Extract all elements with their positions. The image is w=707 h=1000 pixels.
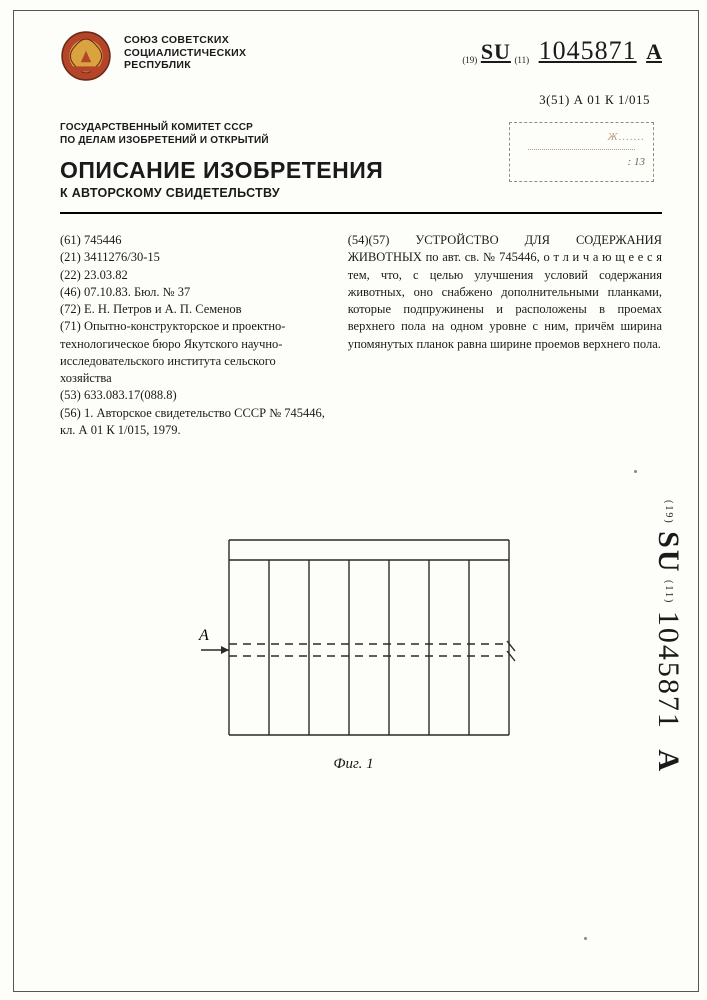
- code-prefix: (19): [462, 55, 477, 65]
- committee-text: ГОСУДАРСТВЕННЫЙ КОМИТЕТ СССР ПО ДЕЛАМ ИЗ…: [60, 122, 383, 147]
- v-su: SU: [652, 531, 685, 573]
- header-row: СОЮЗ СОВЕТСКИХ СОЦИАЛИСТИЧЕСКИХ РЕСПУБЛИ…: [60, 30, 662, 82]
- svg-text:А: А: [198, 627, 209, 644]
- stamp-box: Ж....... : 13: [509, 122, 654, 182]
- publication-number: (19) SU (11) 1045871 A: [462, 30, 662, 66]
- title-main: ОПИСАНИЕ ИЗОБРЕТЕНИЯ: [60, 157, 383, 184]
- union-line: СОЮЗ СОВЕТСКИХ: [124, 34, 246, 47]
- field-71: (71) Опытно-конструкторское и проектно-т…: [60, 318, 328, 387]
- figure-caption: Фиг. 1: [0, 756, 707, 773]
- page: СОЮЗ СОВЕТСКИХ СОЦИАЛИСТИЧЕСКИХ РЕСПУБЛИ…: [0, 0, 707, 1000]
- title-sub: К АВТОРСКОМУ СВИДЕТЕЛЬСТВУ: [60, 186, 383, 200]
- abstract-column: (54)(57) УСТРОЙСТВО ДЛЯ СОДЕРЖАНИЯ ЖИВОТ…: [348, 232, 662, 439]
- speck: [634, 470, 637, 473]
- union-line: РЕСПУБЛИК: [124, 59, 246, 72]
- speck: [584, 937, 587, 940]
- field-53: (53) 633.083.17(088.8): [60, 387, 328, 404]
- committee-line: ГОСУДАРСТВЕННЫЙ КОМИТЕТ СССР: [60, 122, 383, 135]
- divider: [60, 212, 662, 214]
- doc-suffix: A: [646, 39, 662, 64]
- v-number: 1045871: [652, 611, 685, 730]
- v-sub: (11): [663, 580, 674, 604]
- doc-number: 1045871: [533, 36, 643, 65]
- title-block: ОПИСАНИЕ ИЗОБРЕТЕНИЯ К АВТОРСКОМУ СВИДЕТ…: [60, 157, 383, 200]
- field-72: (72) Е. Н. Петров и А. П. Семенов: [60, 301, 328, 318]
- field-21: (21) 3411276/30-15: [60, 249, 328, 266]
- field-61: (61) 745446: [60, 232, 328, 249]
- union-text: СОЮЗ СОВЕТСКИХ СОЦИАЛИСТИЧЕСКИХ РЕСПУБЛИ…: [124, 30, 246, 72]
- v-suffix: A: [652, 749, 685, 773]
- figure-1: А Фиг. 1: [0, 535, 707, 773]
- committee-line: ПО ДЕЛАМ ИЗОБРЕТЕНИЙ И ОТКРЫТИЙ: [60, 135, 383, 148]
- code-sub: (11): [514, 55, 529, 65]
- field-56: (56) 1. Авторское свидетельство СССР № 7…: [60, 405, 328, 440]
- figure-svg: А: [189, 535, 519, 745]
- field-46: (46) 07.10.83. Бюл. № 37: [60, 284, 328, 301]
- biblio-column: (61) 745446 (21) 3411276/30-15 (22) 23.0…: [60, 232, 328, 439]
- code-su: SU: [481, 39, 511, 64]
- union-line: СОЦИАЛИСТИЧЕСКИХ: [124, 47, 246, 60]
- field-22: (22) 23.03.82: [60, 267, 328, 284]
- classification-code: 3(51) А 01 К 1/015: [60, 92, 650, 108]
- abstract-text: (54)(57) УСТРОЙСТВО ДЛЯ СОДЕРЖАНИЯ ЖИВОТ…: [348, 232, 662, 353]
- ussr-emblem-icon: [60, 30, 112, 82]
- committee-row: ГОСУДАРСТВЕННЫЙ КОМИТЕТ СССР ПО ДЕЛАМ ИЗ…: [60, 122, 662, 200]
- vertical-pub-code: (19) SU (11) 1045871 A: [651, 500, 685, 773]
- v-prefix: (19): [663, 500, 674, 525]
- columns: (61) 745446 (21) 3411276/30-15 (22) 23.0…: [60, 232, 662, 439]
